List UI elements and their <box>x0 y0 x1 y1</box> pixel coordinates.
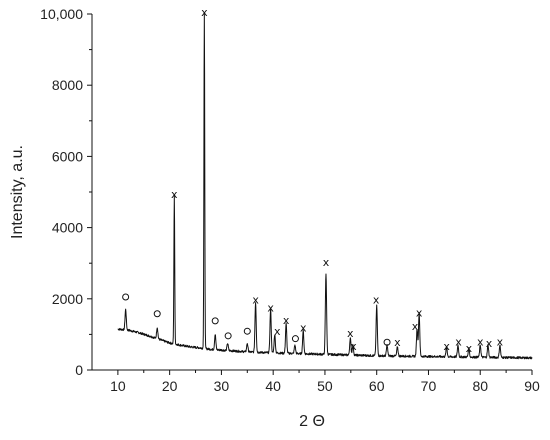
plot-series <box>117 12 533 360</box>
phase-marker-circle <box>224 332 232 340</box>
x-tick-label: 40 <box>265 378 281 394</box>
phase-marker-circle <box>243 327 251 335</box>
phase-marker-cross: x <box>443 340 450 353</box>
phase-marker-circle <box>291 335 299 343</box>
phase-marker-circle <box>122 293 130 301</box>
phase-marker-cross: x <box>171 188 178 201</box>
phase-marker-cross: x <box>416 306 423 319</box>
phase-marker-cross: x <box>466 342 473 355</box>
phase-marker-cross: x <box>252 294 259 307</box>
x-tick-label: 90 <box>524 378 540 394</box>
phase-marker-cross: x <box>394 336 401 349</box>
phase-marker-cross: x <box>373 294 380 307</box>
phase-marker-cross: x <box>486 337 493 350</box>
phase-marker-circle <box>383 338 391 346</box>
phase-marker-cross: x <box>350 340 357 353</box>
x-tick-label: 30 <box>214 378 230 394</box>
phase-marker-cross: x <box>274 325 281 338</box>
x-tick-label: 10 <box>110 378 126 394</box>
x-tick-label: 20 <box>162 378 178 394</box>
y-tick-label: 2000 <box>52 291 83 307</box>
phase-marker-cross: x <box>300 321 307 334</box>
series-line <box>117 12 533 360</box>
phase-marker-cross: x <box>477 336 484 349</box>
phase-marker-cross: x <box>497 336 504 349</box>
x-tick-label: 70 <box>421 378 437 394</box>
x-tick-label: 60 <box>369 378 385 394</box>
phase-marker-cross: x <box>323 256 330 269</box>
x-axis-label: 2 Θ <box>299 413 325 430</box>
y-tick-label: 4000 <box>52 220 83 236</box>
phase-marker-cross: x <box>455 336 462 349</box>
y-tick-label: 0 <box>75 362 83 378</box>
x-tick-label: 50 <box>317 378 333 394</box>
y-tick-label: 8000 <box>52 77 83 93</box>
phase-marker-cross: x <box>267 302 274 315</box>
x-tick-label: 80 <box>472 378 488 394</box>
phase-marker-circle <box>211 317 219 325</box>
y-axis-label: Intensity, a.u. <box>9 145 26 239</box>
phase-marker-cross: x <box>347 327 354 340</box>
phase-marker-cross: x <box>283 314 290 327</box>
y-tick-label: 10,000 <box>40 6 83 22</box>
plot-ticks: 10 20 30 40 50 60 70 80 90 0 2000 4000 6000 8000 10,00… <box>40 6 540 394</box>
phase-marker-cross: x <box>201 6 208 19</box>
phase-marker-cross: x <box>412 320 419 333</box>
phase-marker-circle <box>153 310 161 318</box>
y-tick-label: 6000 <box>52 148 83 164</box>
